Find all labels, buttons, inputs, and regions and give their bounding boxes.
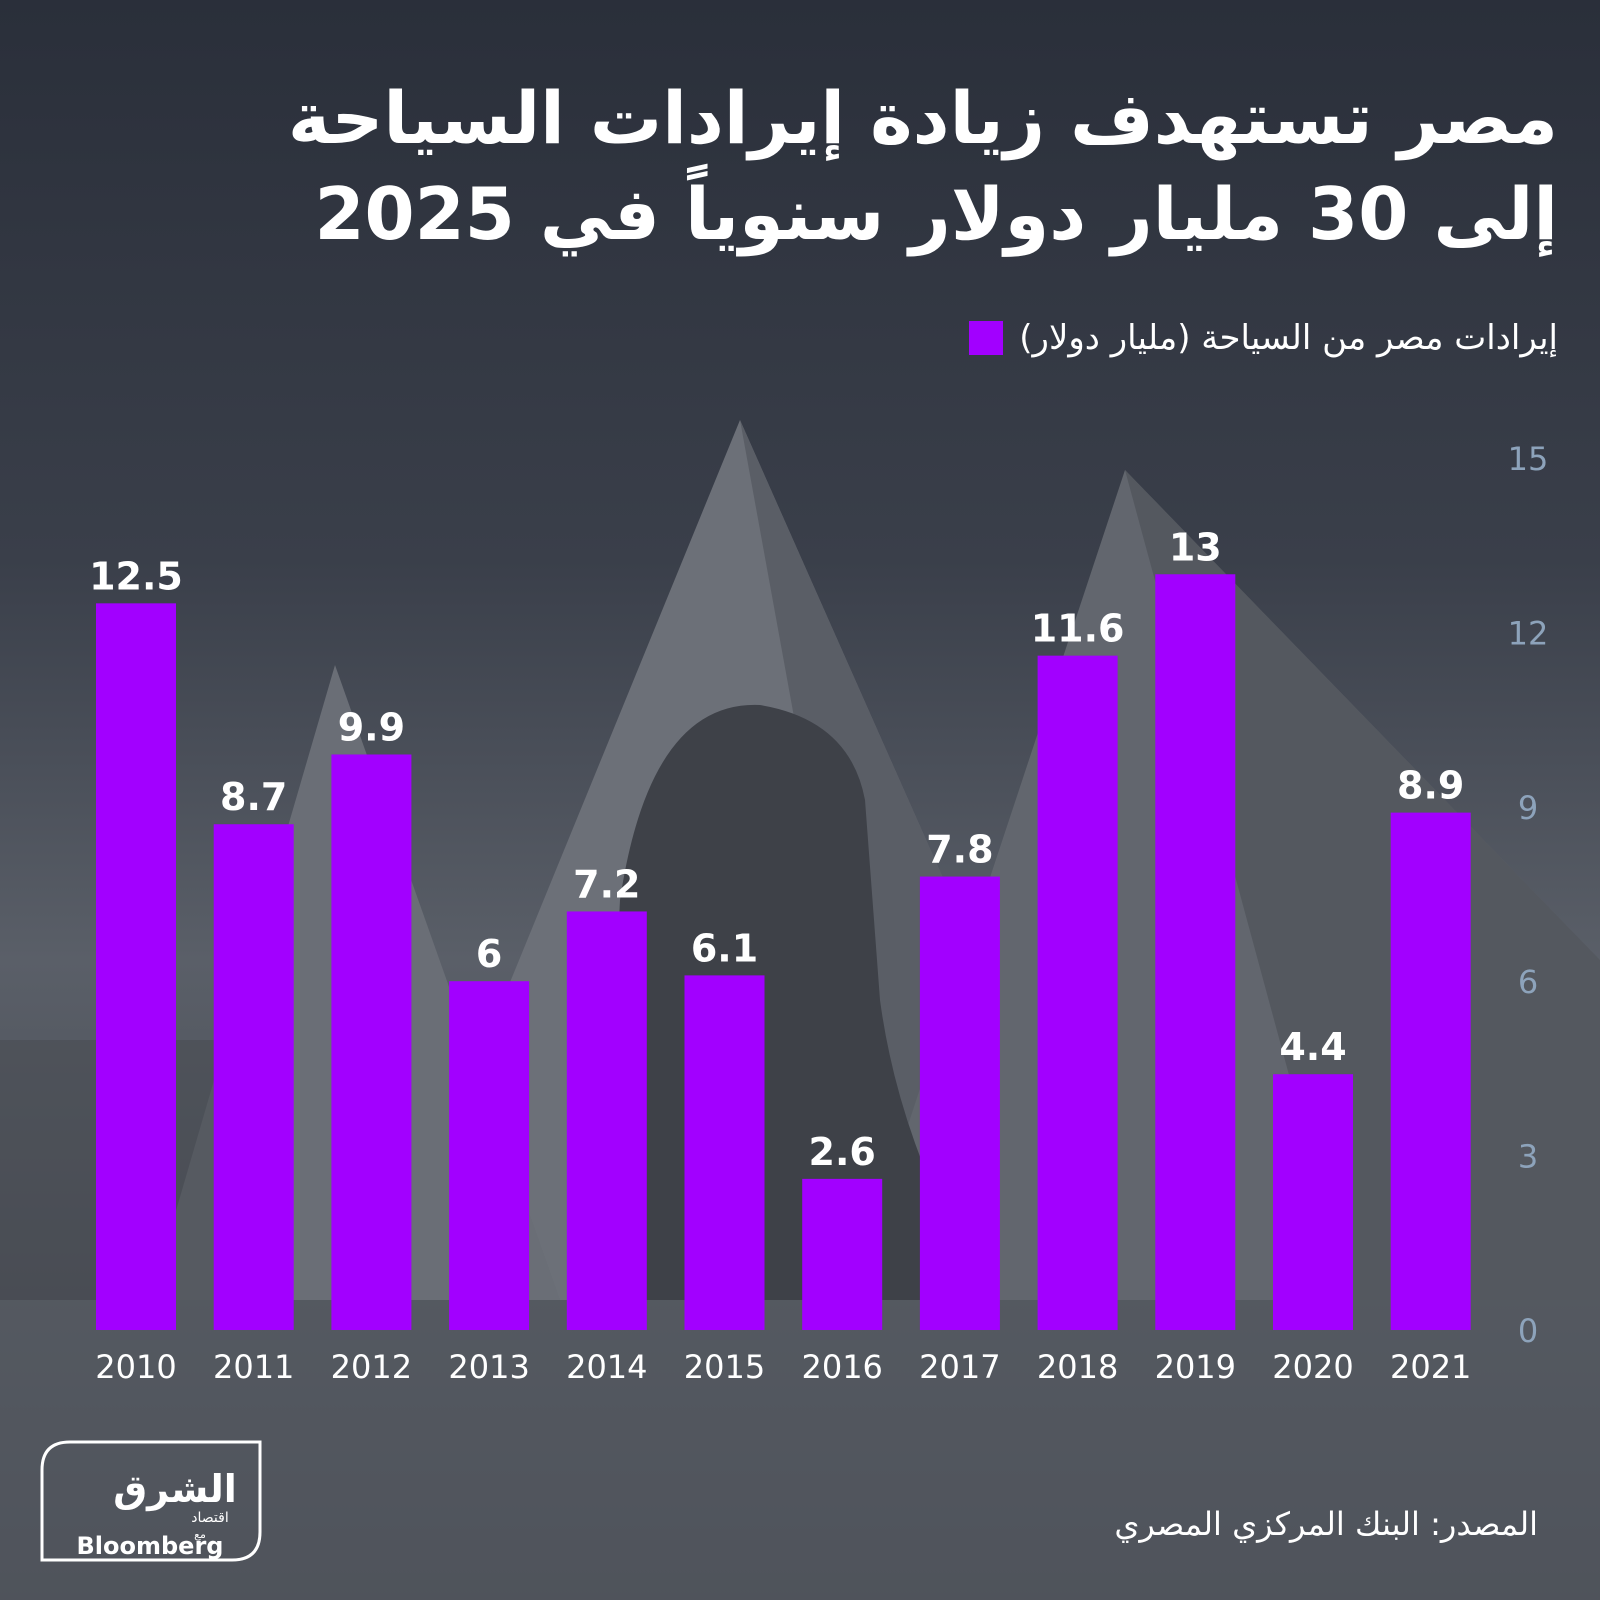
x-tick-2010: 2010 (95, 1348, 176, 1386)
value-label-2016: 2.6 (809, 1130, 876, 1174)
value-label-2021: 8.9 (1397, 764, 1464, 808)
source-note: المصدر: البنك المركزي المصري (1114, 1505, 1538, 1543)
legend: إيرادات مصر من السياحة (مليار دولار) (969, 318, 1558, 358)
y-ticks-group: 0 3 6 9 12 15 (1508, 440, 1549, 1350)
x-tick-2020: 2020 (1272, 1348, 1353, 1386)
value-label-2012: 9.9 (338, 705, 405, 749)
value-labels-group: 12.5 8.7 9.9 6 7.2 6.1 2.6 7.8 11.6 13 4.4 8.9 (89, 525, 1464, 1174)
y-tick-3: 3 (1518, 1138, 1538, 1176)
legend-label: إيرادات مصر من السياحة (مليار دولار) (1019, 318, 1558, 358)
svg-text:الشرق: الشرق (113, 1467, 237, 1511)
value-label-2017: 7.8 (926, 828, 993, 872)
x-tick-2018: 2018 (1037, 1348, 1118, 1386)
value-label-2020: 4.4 (1279, 1025, 1346, 1069)
x-tick-2017: 2017 (919, 1348, 1000, 1386)
value-label-2015: 6.1 (691, 926, 758, 970)
x-labels-group: 2010 2011 2012 2013 2014 2015 2016 2017 2018 2019… (95, 1348, 1471, 1386)
bar-2020 (1273, 1074, 1353, 1330)
value-label-2013: 6 (476, 932, 502, 976)
bar-2014 (566, 911, 647, 1330)
value-label-2011: 8.7 (220, 775, 287, 819)
bar-2019 (1155, 574, 1236, 1330)
svg-text:Bloomberg: Bloomberg (77, 1532, 224, 1560)
bar-2011 (213, 824, 294, 1330)
bar-2010 (96, 603, 176, 1330)
value-label-2010: 12.5 (89, 554, 183, 598)
bar-2017 (919, 876, 1000, 1330)
x-tick-2015: 2015 (684, 1348, 765, 1386)
bar-2018 (1037, 655, 1118, 1330)
chart-title: مصر تستهدف زيادة إيرادات السياحة إلى 30 … (108, 70, 1558, 262)
bar-2013 (449, 981, 530, 1330)
x-tick-2013: 2013 (448, 1348, 529, 1386)
x-tick-2019: 2019 (1155, 1348, 1236, 1386)
y-tick-12: 12 (1508, 614, 1549, 652)
svg-text:مع: مع (194, 1528, 206, 1541)
bar-2016 (802, 1178, 883, 1330)
asharq-bloomberg-logo: الشرق اقتصاد مع Bloomberg (40, 1440, 262, 1562)
svg-text:اقتصاد: اقتصاد (191, 1510, 228, 1526)
title-line-2: إلى 30 مليار دولار سنوياً في 2025 (314, 172, 1558, 256)
x-tick-2012: 2012 (331, 1348, 412, 1386)
x-tick-2014: 2014 (566, 1348, 647, 1386)
bar-2015 (684, 975, 765, 1330)
title-line-1: مصر تستهدف زيادة إيرادات السياحة (287, 76, 1558, 160)
y-tick-9: 9 (1518, 789, 1538, 827)
x-tick-2021: 2021 (1390, 1348, 1471, 1386)
x-tick-2011: 2011 (213, 1348, 294, 1386)
value-label-2018: 11.6 (1031, 607, 1125, 651)
bar-2021 (1390, 812, 1471, 1330)
y-tick-6: 6 (1518, 963, 1538, 1001)
legend-swatch (969, 321, 1004, 355)
value-label-2014: 7.2 (573, 862, 640, 906)
bar-2012 (331, 754, 412, 1330)
y-tick-15: 15 (1508, 440, 1549, 478)
x-tick-2016: 2016 (801, 1348, 882, 1386)
value-label-2019: 13 (1169, 525, 1222, 569)
bars-group (96, 574, 1471, 1330)
y-tick-0: 0 (1518, 1312, 1538, 1350)
